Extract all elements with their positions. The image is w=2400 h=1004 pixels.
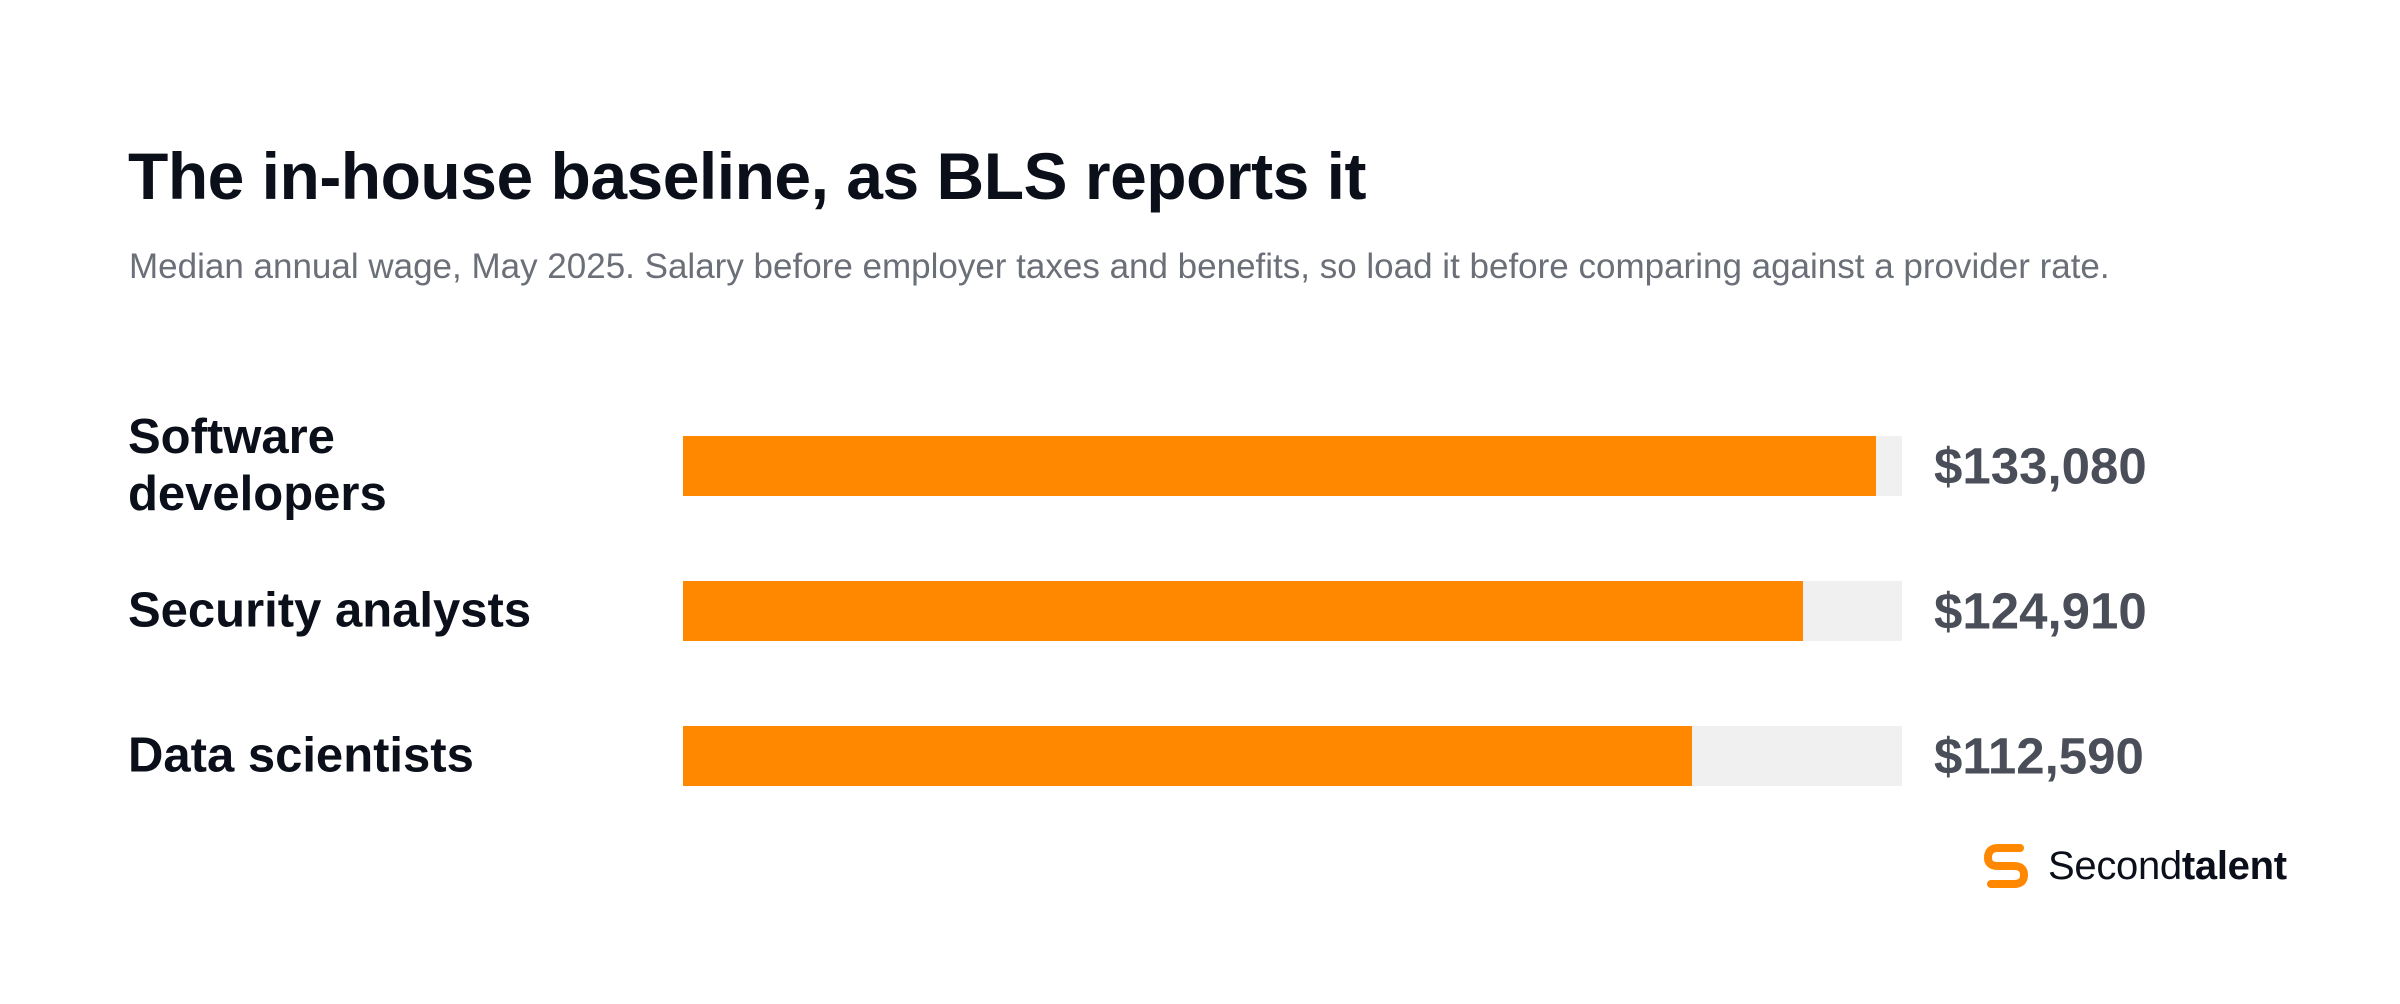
chart-title: The in-house baseline, as BLS reports it — [128, 139, 1366, 213]
value-label: $112,590 — [1934, 727, 2144, 785]
bar — [683, 436, 1876, 496]
category-label: Software developers — [128, 410, 387, 521]
bar-track — [683, 726, 1902, 786]
bar-row: Software developers $133,080 — [0, 406, 2400, 526]
bar-row: Security analysts $124,910 — [0, 551, 2400, 671]
chart-subtitle: Median annual wage, May 2025. Salary bef… — [129, 247, 2110, 286]
bar-track — [683, 581, 1902, 641]
bar-track — [683, 436, 1902, 496]
bar — [683, 726, 1692, 786]
value-label: $133,080 — [1934, 437, 2147, 495]
value-label: $124,910 — [1934, 582, 2147, 640]
brand-logo: Secondtalent — [1978, 838, 2287, 894]
secondtalent-s-logo-icon — [1984, 844, 2028, 888]
brand-name-bold: talent — [2181, 843, 2287, 888]
category-label: Data scientists — [128, 728, 474, 783]
bar — [683, 581, 1803, 641]
brand-name-regular: Second — [2048, 843, 2182, 888]
bar-row: Data scientists $112,590 — [0, 696, 2400, 816]
category-label: Security analysts — [128, 583, 532, 638]
brand-name: Secondtalent — [2048, 844, 2287, 889]
